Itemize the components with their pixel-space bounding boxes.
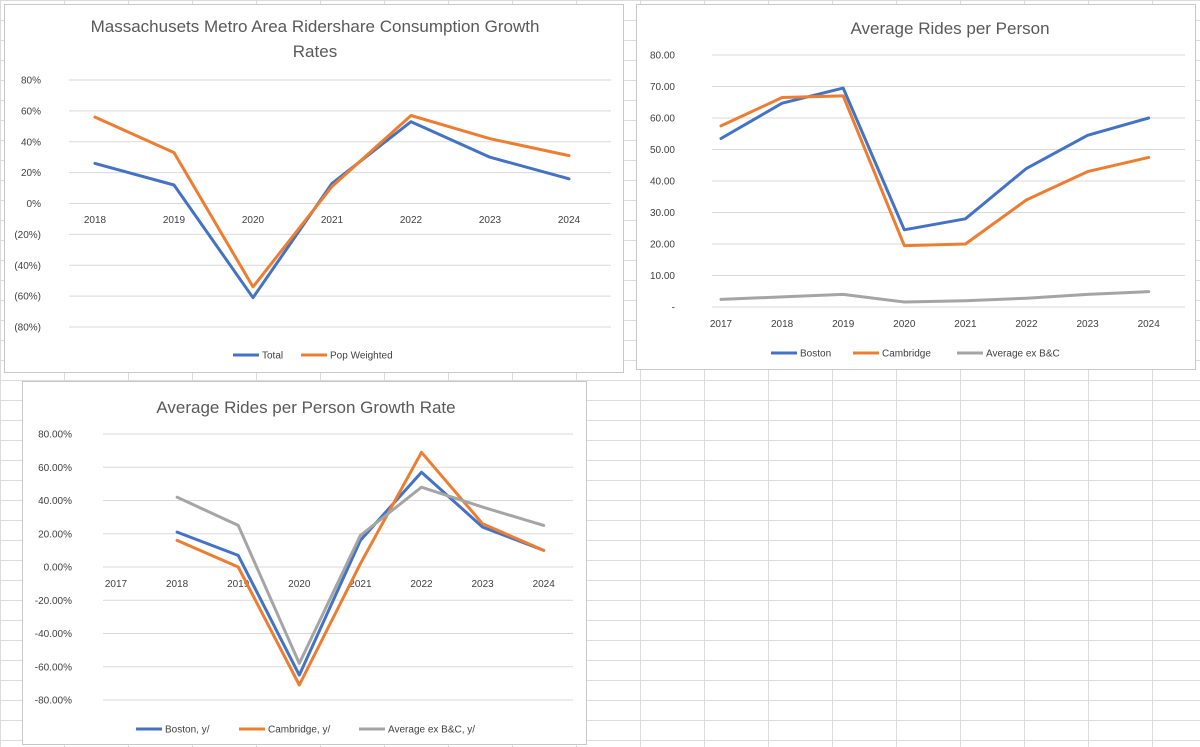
x-tick-label: 2021 xyxy=(349,579,372,590)
x-tick-label: 2023 xyxy=(479,215,502,226)
x-tick-label: 2017 xyxy=(710,319,733,330)
chart-rides-growth-rate: Average Rides per Person Growth Rate 80.0… xyxy=(22,381,587,745)
legend-label: Pop Weighted xyxy=(330,351,393,362)
x-tick-label: 2023 xyxy=(471,579,494,590)
series-line xyxy=(175,450,546,687)
y-tick-label: 60.00 xyxy=(650,114,675,125)
series-line xyxy=(93,120,571,300)
chart-title: Average Rides per Person xyxy=(850,19,1049,38)
y-tick-label: (60%) xyxy=(14,292,41,303)
y-tick-label: 40% xyxy=(21,137,41,148)
y-tick-label: -40.00% xyxy=(35,629,72,640)
x-tick-label: 2022 xyxy=(410,579,433,590)
chart-average-rides-svg: Average Rides per Person 80.00 70.00 60.00 5… xyxy=(650,19,1185,360)
y-tick-label: 20.00% xyxy=(38,529,72,540)
legend-label: Boston xyxy=(800,349,831,360)
x-tick-label: 2022 xyxy=(400,215,423,226)
y-tick-label: 50.00 xyxy=(650,145,675,156)
x-tick-label: 2024 xyxy=(533,579,556,590)
x-tick-label: 2019 xyxy=(832,319,855,330)
y-tick-label: 40.00 xyxy=(650,177,675,188)
chart-rides-growth-rate-svg: Average Rides per Person Growth Rate 80.0… xyxy=(35,398,573,736)
y-tick-label: 40.00% xyxy=(38,496,72,507)
x-tick-label: 2020 xyxy=(288,579,311,590)
series-line xyxy=(719,86,1151,232)
series-line xyxy=(175,485,546,665)
legend-label: Average ex B&C xyxy=(986,349,1060,360)
x-tick-label: 2021 xyxy=(321,215,344,226)
x-tick-label: 2020 xyxy=(242,215,265,226)
x-tick-label: 2019 xyxy=(227,579,250,590)
y-tick-label: 60% xyxy=(21,106,41,117)
legend-label: Total xyxy=(262,351,283,362)
y-tick-label: (20%) xyxy=(14,230,41,241)
y-tick-label: - xyxy=(672,303,675,314)
x-tick-label: 2017 xyxy=(105,579,128,590)
y-tick-label: 80.00% xyxy=(38,430,72,441)
legend-label: Cambridge xyxy=(882,349,931,360)
legend-label: Cambridge, y/ xyxy=(268,725,330,736)
y-tick-label: 20% xyxy=(21,168,41,179)
y-tick-label: 80.00 xyxy=(650,51,675,62)
x-tick-label: 2018 xyxy=(771,319,794,330)
x-tick-label: 2018 xyxy=(166,579,189,590)
legend-label: Average ex B&C, y/ xyxy=(388,725,475,736)
x-tick-label: 2021 xyxy=(954,319,977,330)
x-tick-label: 2023 xyxy=(1076,319,1099,330)
y-tick-label: -60.00% xyxy=(35,662,72,673)
y-tick-label: 30.00 xyxy=(650,208,675,219)
y-tick-label: -80.00% xyxy=(35,696,72,707)
y-tick-label: 80% xyxy=(21,76,41,87)
x-tick-label: 2018 xyxy=(84,215,107,226)
y-tick-label: 10.00 xyxy=(650,271,675,282)
legend-label: Boston, y/ xyxy=(165,725,210,736)
series-line xyxy=(175,470,546,677)
y-tick-label: -20.00% xyxy=(35,596,72,607)
y-tick-label: 0% xyxy=(27,199,42,210)
x-tick-label: 2024 xyxy=(558,215,581,226)
chart-title: Average Rides per Person Growth Rate xyxy=(156,398,455,417)
y-tick-label: 20.00 xyxy=(650,240,675,251)
x-tick-label: 2020 xyxy=(893,319,916,330)
series-line xyxy=(93,114,571,289)
chart-title: Rates xyxy=(293,42,337,61)
y-tick-label: (80%) xyxy=(14,323,41,334)
chart-ridershare-growth-svg: Massachusets Metro Area Ridershare Consu… xyxy=(14,17,611,362)
y-tick-label: 70.00 xyxy=(650,82,675,93)
y-tick-label: 0.00% xyxy=(44,563,72,574)
series-line xyxy=(719,290,1151,304)
x-tick-label: 2019 xyxy=(163,215,186,226)
series-line xyxy=(719,94,1151,248)
chart-average-rides: Average Rides per Person 80.00 70.00 60.00 5… xyxy=(636,4,1196,370)
chart-ridershare-growth: Massachusets Metro Area Ridershare Consu… xyxy=(4,4,624,373)
x-tick-label: 2024 xyxy=(1138,319,1161,330)
x-tick-label: 2022 xyxy=(1015,319,1038,330)
y-tick-label: 60.00% xyxy=(38,463,72,474)
y-tick-label: (40%) xyxy=(14,261,41,272)
chart-title: Massachusets Metro Area Ridershare Consu… xyxy=(91,17,540,36)
